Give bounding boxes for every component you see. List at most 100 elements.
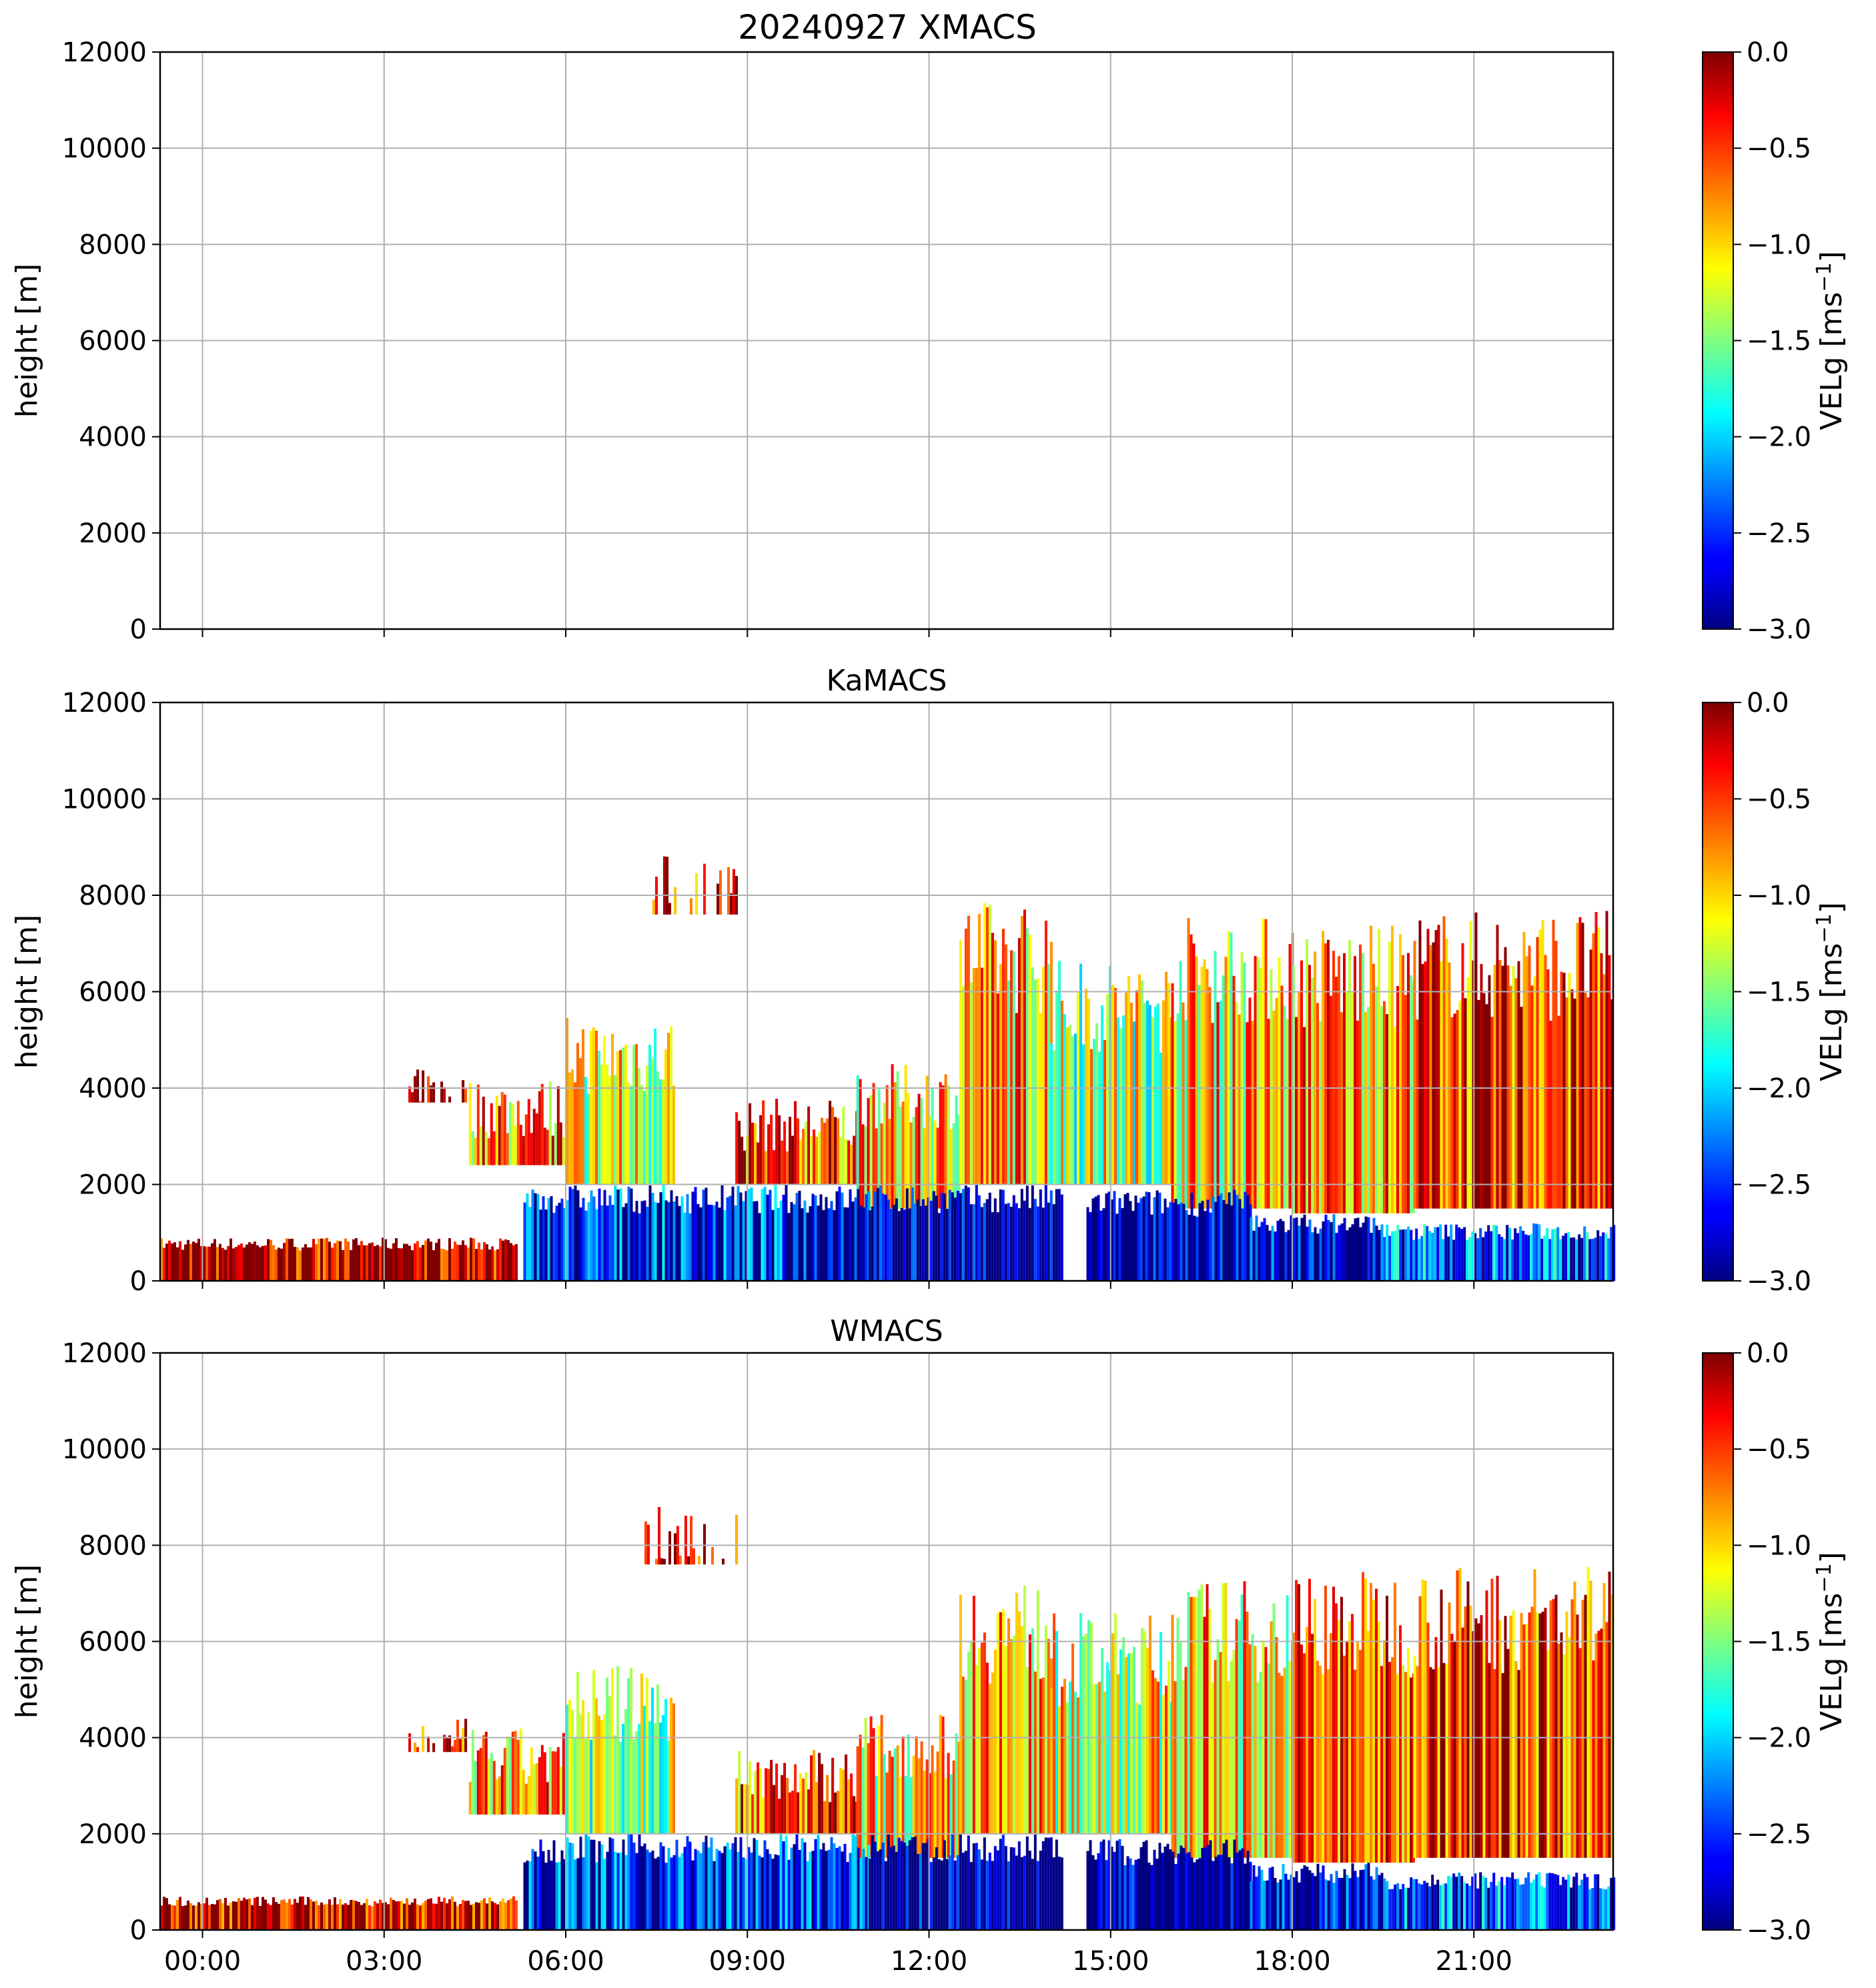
echo-column [1052, 1204, 1055, 1281]
echo-column [267, 1239, 270, 1281]
echo-column [835, 1848, 839, 1930]
echo-column [527, 1099, 530, 1165]
echo-column [1412, 1239, 1416, 1281]
echo-column [294, 1899, 296, 1930]
echo-column [907, 1734, 910, 1858]
echo-column [1169, 1201, 1172, 1281]
echo-column [1126, 1193, 1129, 1281]
echo-column [1115, 1213, 1119, 1281]
echo-column [683, 1847, 686, 1930]
echo-column [619, 1188, 622, 1281]
echo-column [498, 1105, 501, 1165]
echo-column [1548, 1239, 1552, 1281]
echo-column [264, 1899, 267, 1930]
echo-column [977, 1849, 981, 1930]
echo-column [1439, 1224, 1442, 1281]
echo-column [1396, 986, 1399, 1213]
echo-column [526, 1193, 529, 1281]
echo-column [1007, 1618, 1010, 1834]
echo-column [544, 1209, 548, 1281]
echo-column [1327, 1881, 1330, 1930]
echo-column [1479, 1872, 1482, 1930]
y-tick-label: 6000 [79, 326, 147, 357]
echo-column [1151, 1017, 1154, 1185]
echo-column [479, 1748, 482, 1815]
echo-column [1362, 1222, 1365, 1281]
echo-column [1211, 1023, 1214, 1209]
echo-column [713, 1861, 716, 1930]
echo-column [1131, 1865, 1135, 1930]
echo-column [1146, 1000, 1149, 1185]
echo-column [802, 1129, 805, 1185]
echo-column [1378, 1875, 1381, 1930]
echo-column [582, 1700, 584, 1834]
echo-column [1222, 1199, 1226, 1281]
echo-column [1428, 1886, 1432, 1930]
echo-column [1610, 1877, 1613, 1930]
echo-column [1248, 997, 1252, 1209]
echo-column [1287, 1229, 1290, 1281]
echo-column [326, 1237, 328, 1281]
echo-column [811, 1193, 815, 1281]
y-axis-label: height [m] [10, 915, 44, 1069]
echo-column [259, 1906, 262, 1930]
echo-column [476, 1750, 480, 1815]
echo-column [903, 1209, 906, 1281]
echo-column [1559, 1885, 1562, 1930]
echo-column [291, 1905, 294, 1930]
echo-column [881, 1193, 885, 1281]
echo-column [1212, 1861, 1215, 1930]
echo-column [235, 1901, 238, 1930]
echo-column [1362, 953, 1364, 1213]
echo-column [1082, 1044, 1085, 1185]
echo-column [579, 1837, 582, 1930]
echo-column [967, 1835, 970, 1930]
echo-column [1418, 920, 1422, 1209]
echo-column [726, 1843, 729, 1930]
echo-column [1203, 959, 1206, 1209]
echo-column [1530, 1883, 1533, 1930]
echo-column [504, 1903, 507, 1930]
echo-column [1015, 1203, 1018, 1281]
echo-column [635, 1044, 638, 1185]
echo-column [1591, 1888, 1594, 1930]
echo-column [1091, 1855, 1095, 1930]
echo-column [1322, 931, 1324, 1213]
echo-column [1066, 1702, 1069, 1834]
echo-column [1290, 1874, 1293, 1930]
echo-column [254, 1897, 256, 1930]
echo-column [554, 1751, 557, 1815]
echo-column [1460, 1876, 1464, 1930]
echo-column [1154, 1678, 1157, 1834]
echo-column [1255, 1877, 1258, 1930]
echo-column [1316, 1660, 1319, 1863]
echo-column [471, 1131, 474, 1165]
echo-column [1330, 1633, 1332, 1863]
echo-column [1266, 1880, 1269, 1930]
echo-column [857, 1847, 860, 1930]
echo-column [411, 1902, 414, 1930]
echo-column [826, 1118, 829, 1185]
echo-column [1106, 993, 1109, 1185]
echo-column [1105, 1860, 1108, 1930]
echo-column [1564, 1879, 1568, 1930]
echo-column [818, 1753, 821, 1834]
echo-column [1367, 1863, 1370, 1930]
echo-column [867, 1743, 870, 1858]
echo-column [448, 1899, 451, 1930]
echo-column [1033, 1671, 1037, 1834]
echo-column [419, 1101, 422, 1103]
echo-column [484, 1731, 488, 1815]
echo-column [1375, 986, 1378, 1213]
echo-column [1174, 1199, 1178, 1281]
echo-column [422, 1726, 425, 1753]
echo-column [571, 1189, 574, 1281]
echo-column [511, 1103, 514, 1165]
echo-column [1127, 1653, 1130, 1834]
echo-column [663, 1558, 666, 1565]
echo-column [964, 929, 967, 1185]
echo-column [374, 1246, 376, 1281]
echo-column [993, 940, 997, 1185]
echo-column [753, 1838, 756, 1930]
echo-column [566, 1018, 568, 1185]
